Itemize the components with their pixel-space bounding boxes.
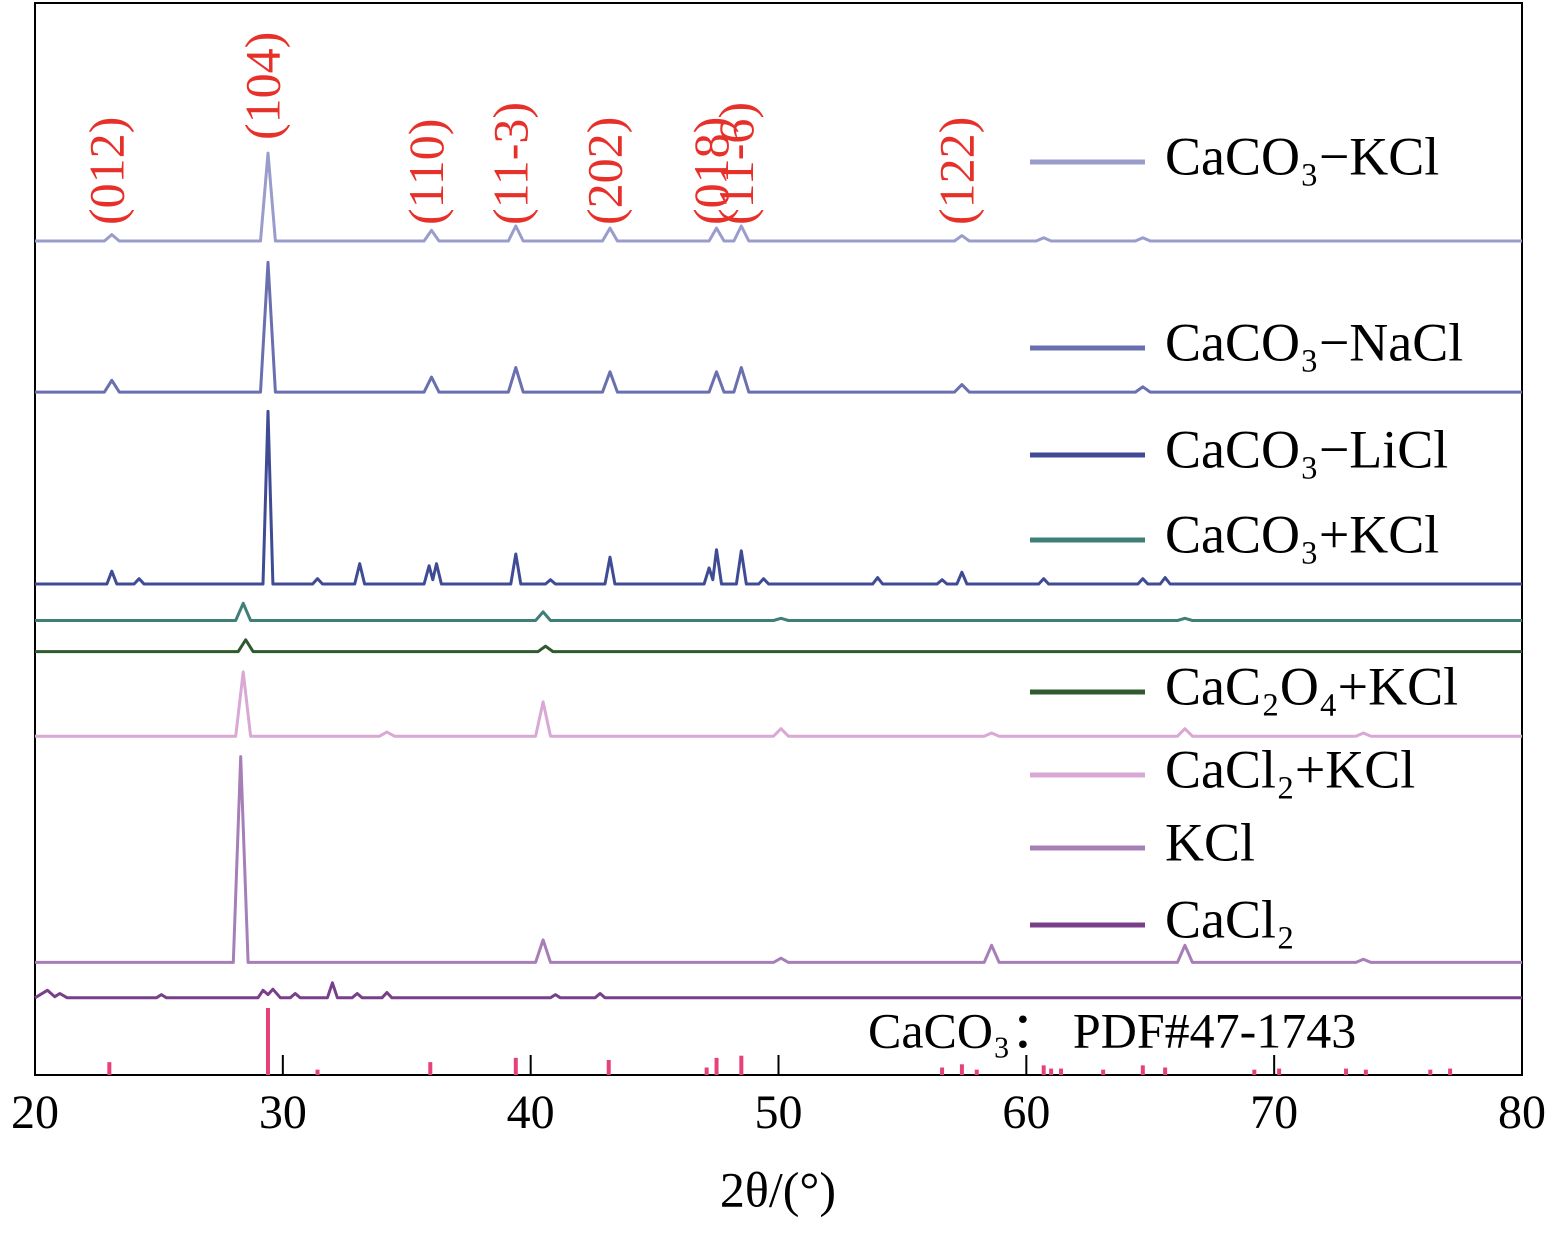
reference-label: CaCO₃： PDF#47-1743 [868, 1002, 1356, 1058]
x-tick-label: 40 [507, 1086, 555, 1139]
legend-label: CaCO₃+KCl [1165, 504, 1439, 564]
xrd-line [35, 638, 1522, 654]
xrd-line [35, 670, 1522, 738]
legend-label: CaCl₂+KCl [1165, 739, 1415, 799]
legend-label: CaCO₃−KCl [1165, 126, 1439, 186]
peak-annotation: (11-3) [482, 102, 538, 225]
legend-label: CaC₂O₄+KCl [1165, 656, 1458, 716]
x-tick-label: 50 [755, 1086, 803, 1139]
peak-annotation: (104) [234, 32, 290, 140]
xrd-line [34, 981, 1522, 1000]
xrd-line [35, 409, 1522, 586]
x-tick-label: 80 [1498, 1086, 1546, 1139]
x-tick-label: 30 [259, 1086, 307, 1139]
peak-annotation: (122) [928, 117, 984, 225]
x-tick-label: 60 [1002, 1086, 1050, 1139]
peak-annotation: (202) [576, 117, 632, 225]
x-tick-label: 20 [11, 1086, 59, 1139]
peak-annotation: (012) [78, 117, 134, 225]
legend-label: CaCl₂ [1165, 889, 1295, 949]
xrd-line [35, 601, 1522, 622]
legend-label: KCl [1165, 812, 1255, 872]
x-axis-label: 2θ/(°) [720, 1161, 836, 1217]
x-tick-label: 70 [1250, 1086, 1298, 1139]
peak-annotation: (110) [398, 119, 454, 225]
xrd-line [35, 151, 1522, 243]
xrd-line [35, 260, 1522, 394]
peak-annotation: (018) [683, 117, 739, 225]
legend-label: CaCO₃−LiCl [1165, 419, 1448, 479]
peak-annotation: (11-6) [708, 102, 764, 225]
xrd-line [35, 755, 1522, 964]
legend-label: CaCO₃−NaCl [1165, 312, 1463, 372]
